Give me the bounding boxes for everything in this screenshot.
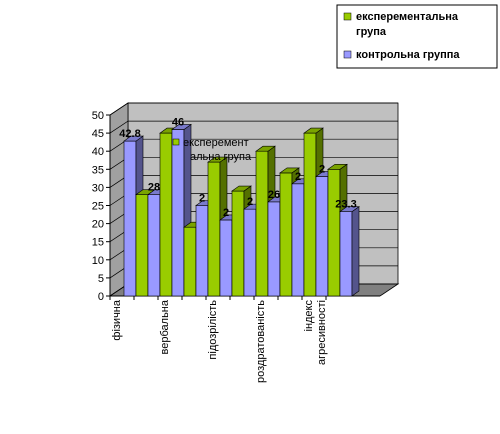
bar bbox=[339, 206, 360, 297]
x-tick-label: індексагресивності bbox=[303, 300, 328, 366]
x-tick-label: підозрілість bbox=[207, 300, 219, 360]
annotation: експеремент альна група bbox=[183, 137, 252, 163]
bar-top bbox=[303, 127, 324, 134]
grid-line bbox=[109, 120, 398, 134]
bar-top bbox=[279, 167, 300, 174]
legend-label: контрольна группа bbox=[356, 49, 460, 61]
y-tick-label: 20 bbox=[92, 219, 104, 231]
legend-swatch bbox=[343, 12, 352, 21]
data-label: 23.3 bbox=[335, 199, 356, 211]
data-label: 26 bbox=[268, 189, 280, 201]
bar-front bbox=[171, 129, 185, 297]
y-tick-label: 50 bbox=[92, 110, 104, 122]
y-tick-label: 0 bbox=[98, 291, 104, 303]
bar-top bbox=[171, 124, 192, 130]
data-label: 2 bbox=[223, 207, 229, 219]
bar-top bbox=[255, 145, 276, 152]
bar-top bbox=[339, 206, 360, 212]
bar-front bbox=[327, 169, 341, 297]
bar-front bbox=[279, 172, 293, 297]
data-label: 28 bbox=[148, 182, 160, 194]
bar-front bbox=[159, 132, 173, 297]
bar-top bbox=[327, 164, 348, 170]
data-label: 42.8 bbox=[119, 128, 140, 140]
y-tick-label: 45 bbox=[92, 128, 104, 140]
bar-top bbox=[207, 156, 228, 163]
bar-front bbox=[123, 140, 137, 297]
bar-front bbox=[147, 194, 161, 297]
bar-front bbox=[303, 132, 317, 297]
y-tick-label: 40 bbox=[92, 146, 104, 158]
bar-front bbox=[315, 176, 329, 297]
y-tick-label: 30 bbox=[92, 182, 104, 194]
bar-front bbox=[219, 219, 233, 297]
bar-front bbox=[291, 183, 305, 297]
bar-side bbox=[351, 206, 360, 297]
x-tick-label: вербальна bbox=[159, 299, 171, 354]
data-label: 2 bbox=[247, 196, 253, 208]
annotation-marker bbox=[172, 138, 180, 146]
data-label: 2 bbox=[295, 171, 301, 183]
legend bbox=[336, 4, 498, 69]
data-label: 46 bbox=[172, 116, 184, 128]
x-tick-label: роздратованість bbox=[255, 300, 267, 383]
bar-front bbox=[207, 161, 221, 297]
y-tick-label: 35 bbox=[92, 164, 104, 176]
bar-top bbox=[231, 185, 252, 192]
y-tick-label: 25 bbox=[92, 201, 104, 213]
bar-front bbox=[231, 190, 245, 297]
bar-front bbox=[135, 194, 149, 297]
bar-front bbox=[255, 150, 269, 297]
bar-front bbox=[195, 205, 209, 297]
bar-top bbox=[123, 135, 144, 142]
bar-front bbox=[183, 226, 197, 297]
bar-front bbox=[339, 211, 353, 297]
bar-front bbox=[267, 201, 281, 297]
grid-line bbox=[109, 102, 398, 116]
legend-label: експерементальна група bbox=[356, 11, 459, 38]
y-tick-label: 5 bbox=[98, 273, 104, 285]
legend-swatch bbox=[343, 50, 352, 59]
y-tick-label: 15 bbox=[92, 237, 104, 249]
data-label: 2 bbox=[199, 193, 205, 205]
bar-front bbox=[243, 208, 257, 297]
data-label: 2 bbox=[319, 164, 325, 176]
y-tick-label: 10 bbox=[92, 255, 104, 267]
x-tick-label: фізична bbox=[111, 299, 123, 340]
